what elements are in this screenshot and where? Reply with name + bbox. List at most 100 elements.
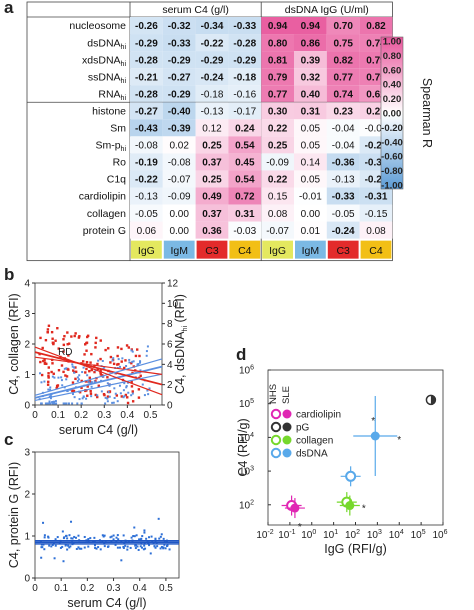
- heatmap-cell-value: -0.29: [135, 38, 158, 49]
- heatmap-cell: [326, 34, 360, 52]
- data-point-protein-g: [124, 544, 127, 547]
- data-point-collagen: [90, 381, 93, 384]
- data-point-dsdna-sle: [370, 431, 380, 441]
- heatmap-cell-value: -0.22: [135, 175, 158, 186]
- heatmap-cell-value: -0.29: [201, 55, 224, 66]
- panel-label-d: d: [236, 345, 246, 364]
- data-point-protein-g: [78, 547, 81, 550]
- data-point-collagen: [146, 389, 149, 392]
- heatmap-cell: [195, 170, 229, 188]
- data-point-protein-g: [73, 535, 76, 538]
- data-point-dsdna: [94, 341, 97, 345]
- data-point-collagen: [49, 397, 52, 400]
- heatmap-column-swatch: [327, 240, 359, 259]
- data-point-protein-g: [116, 546, 119, 549]
- heatmap-cell: [326, 187, 360, 205]
- data-point-dsdna: [78, 391, 82, 394]
- y-tick-label-c: 0: [24, 574, 30, 585]
- x-tick-label-c: 0.3: [107, 583, 121, 594]
- data-point-collagen: [53, 376, 56, 379]
- x-tick-label-c: 0.1: [54, 583, 68, 594]
- data-point-collagen: [54, 400, 57, 403]
- data-point-dsdna: [46, 330, 49, 334]
- data-point-collagen: [44, 402, 47, 405]
- data-point-collagen: [77, 378, 80, 381]
- heatmap-cell-value: -0.29: [168, 55, 191, 66]
- heatmap-row-label: histone: [92, 105, 126, 117]
- data-point-protein-g: [122, 545, 125, 548]
- data-point-collagen: [60, 376, 63, 379]
- heatmap-cell-value: 0.36: [202, 226, 222, 237]
- data-point-dsdna: [39, 336, 42, 340]
- data-point-dsdna: [65, 375, 69, 378]
- data-point-collagen: [141, 383, 144, 386]
- data-point-collagen: [78, 398, 81, 401]
- data-point-dsdna: [44, 338, 48, 342]
- data-point-dsdna: [85, 367, 88, 371]
- data-point-protein-g: [87, 545, 90, 548]
- data-point-protein-g: [141, 535, 144, 538]
- significance-mark: *: [397, 435, 401, 446]
- data-point-dsdna: [88, 376, 91, 379]
- heatmap-cell: [162, 102, 196, 120]
- heatmap-cell: [130, 136, 163, 154]
- data-point-dsdna: [85, 349, 88, 352]
- data-point-collagen: [86, 374, 89, 377]
- colorbar: [380, 36, 404, 190]
- data-point-dsdna: [89, 389, 92, 393]
- data-point-protein-g: [54, 538, 57, 541]
- heatmap-cell: [195, 153, 229, 171]
- heatmap-cell-value: -0.19: [135, 158, 158, 169]
- colorbar-tick: -1.00: [381, 181, 403, 192]
- data-point-dsdna: [74, 370, 78, 373]
- data-point-dsdna: [39, 360, 42, 364]
- heatmap-row-label: protein G: [83, 225, 126, 237]
- heatmap-cell-value: 0.45: [235, 158, 255, 169]
- data-point-collagen: [50, 395, 53, 398]
- data-point-protein-g: [99, 548, 102, 551]
- data-point-collagen: [148, 387, 151, 390]
- heatmap-cell: [294, 170, 327, 188]
- data-point-collagen: [113, 397, 116, 400]
- data-point-dsdna: [134, 354, 138, 358]
- heatmap-cell-value: -0.22: [201, 38, 224, 49]
- panel-label-b: b: [4, 265, 14, 284]
- heatmap-row-label-sub: hi: [121, 61, 127, 68]
- heatmap-row-label: Ro: [113, 157, 127, 169]
- data-point-collagen: [125, 365, 128, 368]
- data-point-collagen: [40, 381, 43, 384]
- data-point-collagen: [145, 354, 148, 357]
- data-point-collagen: [49, 402, 52, 405]
- data-point-dsdna: [71, 381, 75, 384]
- heatmap-cell: [228, 68, 262, 86]
- y-tick-exp-d: 6: [250, 365, 254, 372]
- heatmap-cell: [195, 85, 229, 103]
- data-point-collagen: [90, 395, 93, 398]
- data-point-collagen: [90, 385, 93, 388]
- x-axis-label-d: IgG (RFI/g): [324, 542, 387, 556]
- data-point-dsdna: [46, 328, 50, 331]
- heatmap-cell-value: 0.79: [268, 72, 288, 83]
- heatmap-row-label: C1q: [107, 174, 126, 186]
- legend-label: cardiolipin: [296, 410, 341, 421]
- heatmap-cell: [261, 102, 294, 120]
- x-tick-label-d: 104: [389, 529, 404, 541]
- heatmap-cell-value: -0.43: [135, 124, 158, 135]
- data-point-dsdna: [109, 355, 113, 359]
- data-point-protein-g: [66, 548, 69, 551]
- heatmap-cell: [326, 17, 360, 35]
- data-point-protein-g: [69, 545, 72, 548]
- heatmap-cell: [326, 85, 360, 103]
- data-point-collagen: [143, 394, 146, 397]
- data-point-dsdna: [57, 369, 61, 372]
- data-point-protein-g: [62, 560, 65, 563]
- heatmap-cell-value: 0.82: [366, 21, 386, 32]
- y2-tick-label-b: 12: [167, 279, 179, 290]
- data-point-protein-g: [132, 535, 135, 538]
- data-point-protein-g: [109, 536, 112, 539]
- data-point-collagen: [76, 402, 79, 405]
- data-point-collagen: [53, 402, 56, 405]
- data-point-collagen: [122, 389, 125, 392]
- heatmap-cell-value: 0.22: [268, 124, 288, 135]
